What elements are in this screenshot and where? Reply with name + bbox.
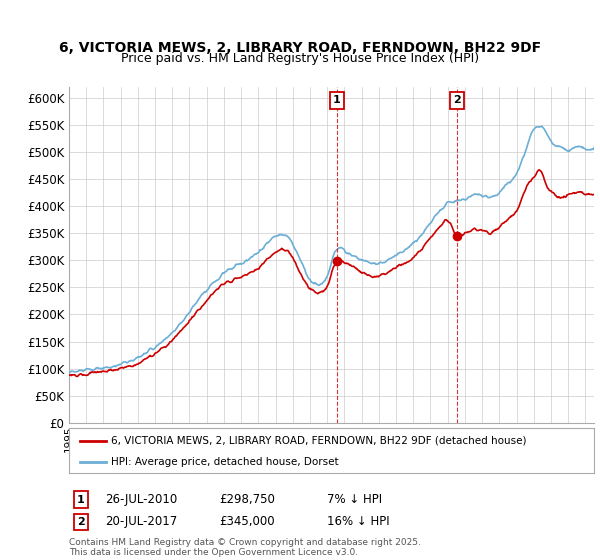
- Text: 1: 1: [77, 494, 85, 505]
- Text: 16% ↓ HPI: 16% ↓ HPI: [327, 515, 389, 529]
- Text: 2: 2: [453, 95, 461, 105]
- Text: 7% ↓ HPI: 7% ↓ HPI: [327, 493, 382, 506]
- Text: 6, VICTORIA MEWS, 2, LIBRARY ROAD, FERNDOWN, BH22 9DF (detached house): 6, VICTORIA MEWS, 2, LIBRARY ROAD, FERND…: [111, 436, 527, 446]
- Text: 20-JUL-2017: 20-JUL-2017: [105, 515, 177, 529]
- Text: £345,000: £345,000: [219, 515, 275, 529]
- Text: £298,750: £298,750: [219, 493, 275, 506]
- Text: 6, VICTORIA MEWS, 2, LIBRARY ROAD, FERNDOWN, BH22 9DF: 6, VICTORIA MEWS, 2, LIBRARY ROAD, FERND…: [59, 41, 541, 55]
- Text: 26-JUL-2010: 26-JUL-2010: [105, 493, 177, 506]
- Text: 1: 1: [333, 95, 341, 105]
- Text: Price paid vs. HM Land Registry's House Price Index (HPI): Price paid vs. HM Land Registry's House …: [121, 52, 479, 66]
- Text: HPI: Average price, detached house, Dorset: HPI: Average price, detached house, Dors…: [111, 457, 338, 467]
- Text: 2: 2: [77, 517, 85, 527]
- Text: Contains HM Land Registry data © Crown copyright and database right 2025.
This d: Contains HM Land Registry data © Crown c…: [69, 538, 421, 557]
